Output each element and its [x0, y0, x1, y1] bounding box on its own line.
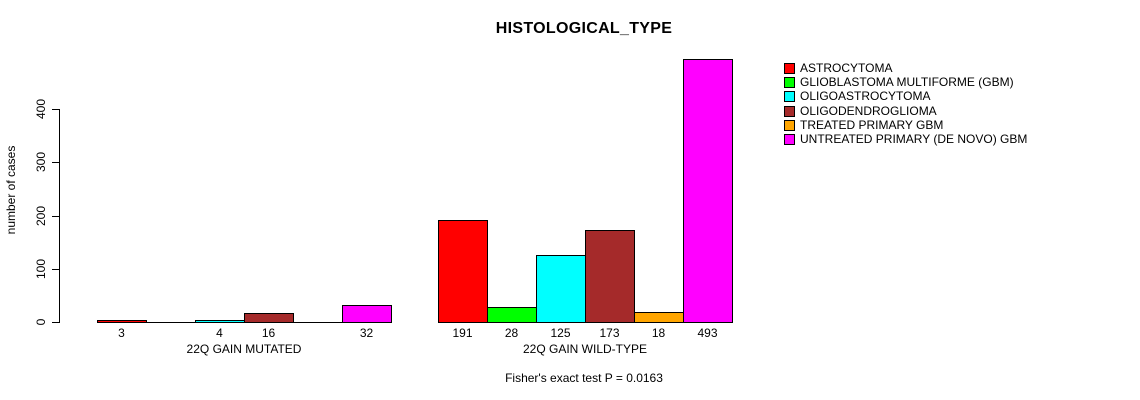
bar — [585, 230, 635, 323]
legend-label: UNTREATED PRIMARY (DE NOVO) GBM — [800, 132, 1028, 147]
legend-item: ASTROCYTOMA — [784, 61, 1027, 75]
y-tick-label: 0 — [34, 318, 48, 326]
bar — [487, 307, 537, 323]
bar-value-label: 16 — [261, 326, 276, 340]
legend-label: ASTROCYTOMA — [800, 60, 893, 75]
bar — [536, 255, 586, 323]
y-tick-mark — [52, 162, 59, 164]
legend-swatch — [784, 76, 795, 88]
legend-item: GLIOBLASTOMA MULTIFORME (GBM) — [784, 75, 1027, 89]
y-tick-label: 200 — [34, 205, 48, 226]
bar — [244, 313, 294, 323]
bar — [342, 305, 392, 323]
legend-swatch — [784, 105, 795, 117]
chart-title: HISTOLOGICAL_TYPE — [495, 20, 673, 37]
legend: ASTROCYTOMA GLIOBLASTOMA MULTIFORME (GBM)… — [784, 61, 1027, 147]
legend-swatch — [784, 91, 795, 103]
bar — [195, 320, 245, 323]
y-tick-label: 100 — [34, 258, 48, 279]
y-axis-label: number of cases — [4, 145, 18, 235]
bar-value-label: 493 — [697, 326, 718, 340]
legend-item: UNTREATED PRIMARY (DE NOVO) GBM — [784, 132, 1027, 146]
legend-label: OLIGODENDROGLIOMA — [800, 103, 937, 118]
legend-swatch — [784, 62, 795, 74]
legend-item: OLIGOASTROCYTOMA — [784, 90, 1027, 104]
bar — [438, 220, 488, 323]
bar-value-label: 191 — [452, 326, 473, 340]
bar — [683, 59, 733, 323]
bar — [97, 320, 147, 323]
bar-value-label: 173 — [599, 326, 620, 340]
legend-item: TREATED PRIMARY GBM — [784, 118, 1027, 132]
y-tick-mark — [52, 215, 59, 217]
y-tick-mark — [52, 268, 59, 270]
y-tick-mark — [52, 109, 59, 110]
bar-value-label: 32 — [359, 326, 374, 340]
bar-value-label: 3 — [118, 326, 125, 340]
y-tick-mark — [52, 322, 59, 323]
y-axis-line — [59, 109, 60, 323]
legend-swatch — [784, 134, 795, 146]
bar-value-label: 4 — [216, 326, 223, 340]
legend-label: GLIOBLASTOMA MULTIFORME (GBM) — [800, 74, 1014, 89]
bar-value-label: 28 — [504, 326, 519, 340]
y-tick-label: 400 — [34, 98, 48, 120]
y-tick-label: 300 — [34, 152, 48, 173]
legend-label: TREATED PRIMARY GBM — [800, 117, 944, 132]
x-group-label: 22Q GAIN MUTATED — [186, 342, 302, 356]
bar — [634, 312, 684, 323]
x-group-label: 22Q GAIN WILD-TYPE — [522, 342, 648, 356]
legend-item: OLIGODENDROGLIOMA — [784, 104, 1027, 118]
bar-value-label: 125 — [550, 326, 571, 340]
bar-value-label: 18 — [651, 326, 666, 340]
annotation-fisher-test: Fisher's exact test P = 0.0163 — [505, 371, 663, 385]
legend-label: OLIGOASTROCYTOMA — [800, 89, 931, 104]
legend-swatch — [784, 119, 795, 131]
